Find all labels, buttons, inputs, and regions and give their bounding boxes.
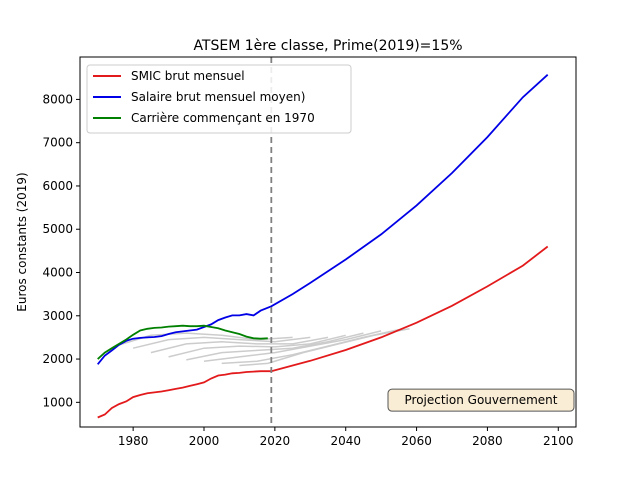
legend: SMIC brut mensuel Salaire brut mensuel mo… (86, 64, 352, 134)
annotation-box (387, 388, 575, 412)
y-tick-label: 8000 (42, 92, 73, 106)
legend-label-3: Carrière commençant en 1970 (131, 111, 315, 125)
career-line-5 (186, 332, 364, 361)
plot-frame (79, 56, 577, 428)
series-line-3 (97, 324, 268, 360)
x-tick-label: 2040 (330, 434, 361, 448)
x-tick-label: 2060 (401, 434, 432, 448)
x-axis: 1980 2000 2020 2040 2060 2080 2100 (118, 427, 574, 448)
chart-title: ATSEM 1ère classe, Prime(2019)=15% (193, 38, 462, 54)
x-tick-label: 2080 (472, 434, 503, 448)
y-tick-label: 5000 (42, 222, 73, 236)
x-tick-label: 2020 (260, 434, 291, 448)
y-axis-label: Euros constants (2019) (15, 172, 29, 311)
legend-box (86, 64, 352, 134)
x-tick-label: 2000 (189, 434, 220, 448)
legend-label-1: SMIC brut mensuel (131, 69, 245, 83)
annotation: Projection Gouvernement (387, 388, 575, 412)
y-tick-label: 3000 (42, 309, 73, 323)
y-tick-label: 1000 (42, 395, 73, 409)
career-line-2 (132, 336, 311, 349)
y-tick-label: 6000 (42, 179, 73, 193)
y-tick-label: 2000 (42, 352, 73, 366)
annotation-text: Projection Gouvernement (405, 393, 558, 407)
career-line-4 (168, 334, 346, 358)
career-line-6 (203, 330, 382, 362)
y-tick-label: 4000 (42, 266, 73, 280)
x-tick-label: 2100 (543, 434, 574, 448)
y-axis: 1000 2000 3000 4000 5000 6000 7000 8000 (42, 92, 80, 409)
y-tick-label: 7000 (42, 136, 73, 150)
career-line-8 (239, 328, 410, 367)
x-tick-label: 1980 (118, 434, 149, 448)
career-line-3 (150, 336, 329, 354)
legend-label-2: Salaire brut mensuel moyen) (131, 90, 305, 104)
series-line-1 (97, 245, 549, 419)
series-line-2 (97, 74, 549, 365)
